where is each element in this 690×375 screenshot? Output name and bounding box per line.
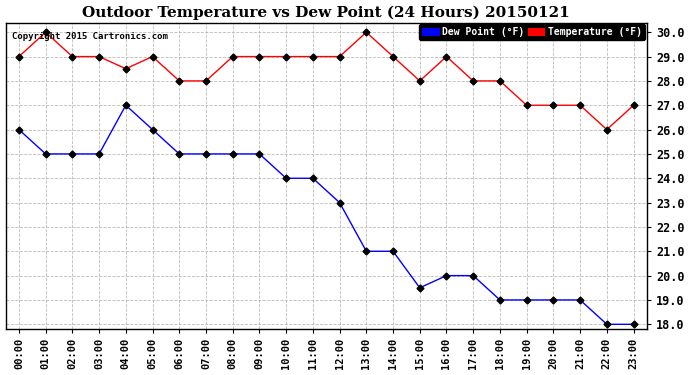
Text: Copyright 2015 Cartronics.com: Copyright 2015 Cartronics.com: [12, 32, 168, 41]
Legend: Dew Point (°F), Temperature (°F): Dew Point (°F), Temperature (°F): [419, 24, 645, 40]
Title: Outdoor Temperature vs Dew Point (24 Hours) 20150121: Outdoor Temperature vs Dew Point (24 Hou…: [82, 6, 570, 20]
